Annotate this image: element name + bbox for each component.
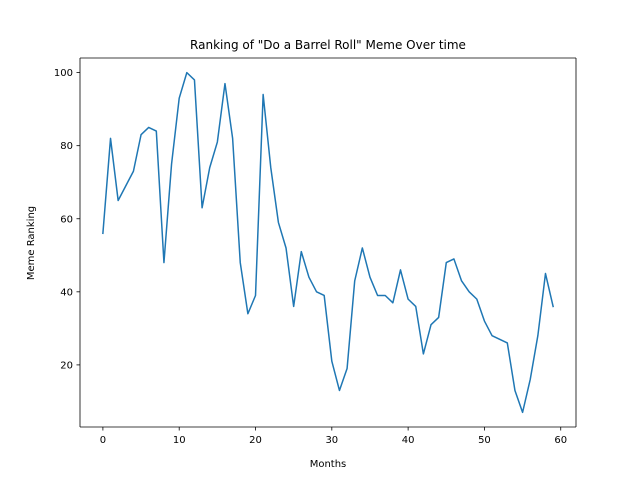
- x-tick-label: 0: [100, 435, 106, 446]
- x-tick-label: 20: [249, 435, 262, 446]
- x-axis-title: Months: [310, 459, 347, 470]
- x-tick-label: 40: [402, 435, 415, 446]
- y-tick-label: 40: [60, 287, 73, 298]
- x-tick-label: 60: [554, 435, 567, 446]
- x-tick-label: 10: [173, 435, 186, 446]
- y-axis-title: Meme Ranking: [26, 206, 37, 280]
- plot-area: 0 10 20 30 40 50 60 20 40 60 80 100: [54, 57, 577, 446]
- x-tick-label: 30: [325, 435, 338, 446]
- x-tick-label: 50: [478, 435, 491, 446]
- y-tick-label: 80: [60, 141, 73, 152]
- y-tick-label: 20: [60, 360, 73, 371]
- y-tick-label: 100: [54, 68, 73, 79]
- series-line-0: [102, 71, 555, 414]
- chart-title: Ranking of "Do a Barrel Roll" Meme Over …: [190, 38, 466, 52]
- y-tick-label: 60: [60, 214, 73, 225]
